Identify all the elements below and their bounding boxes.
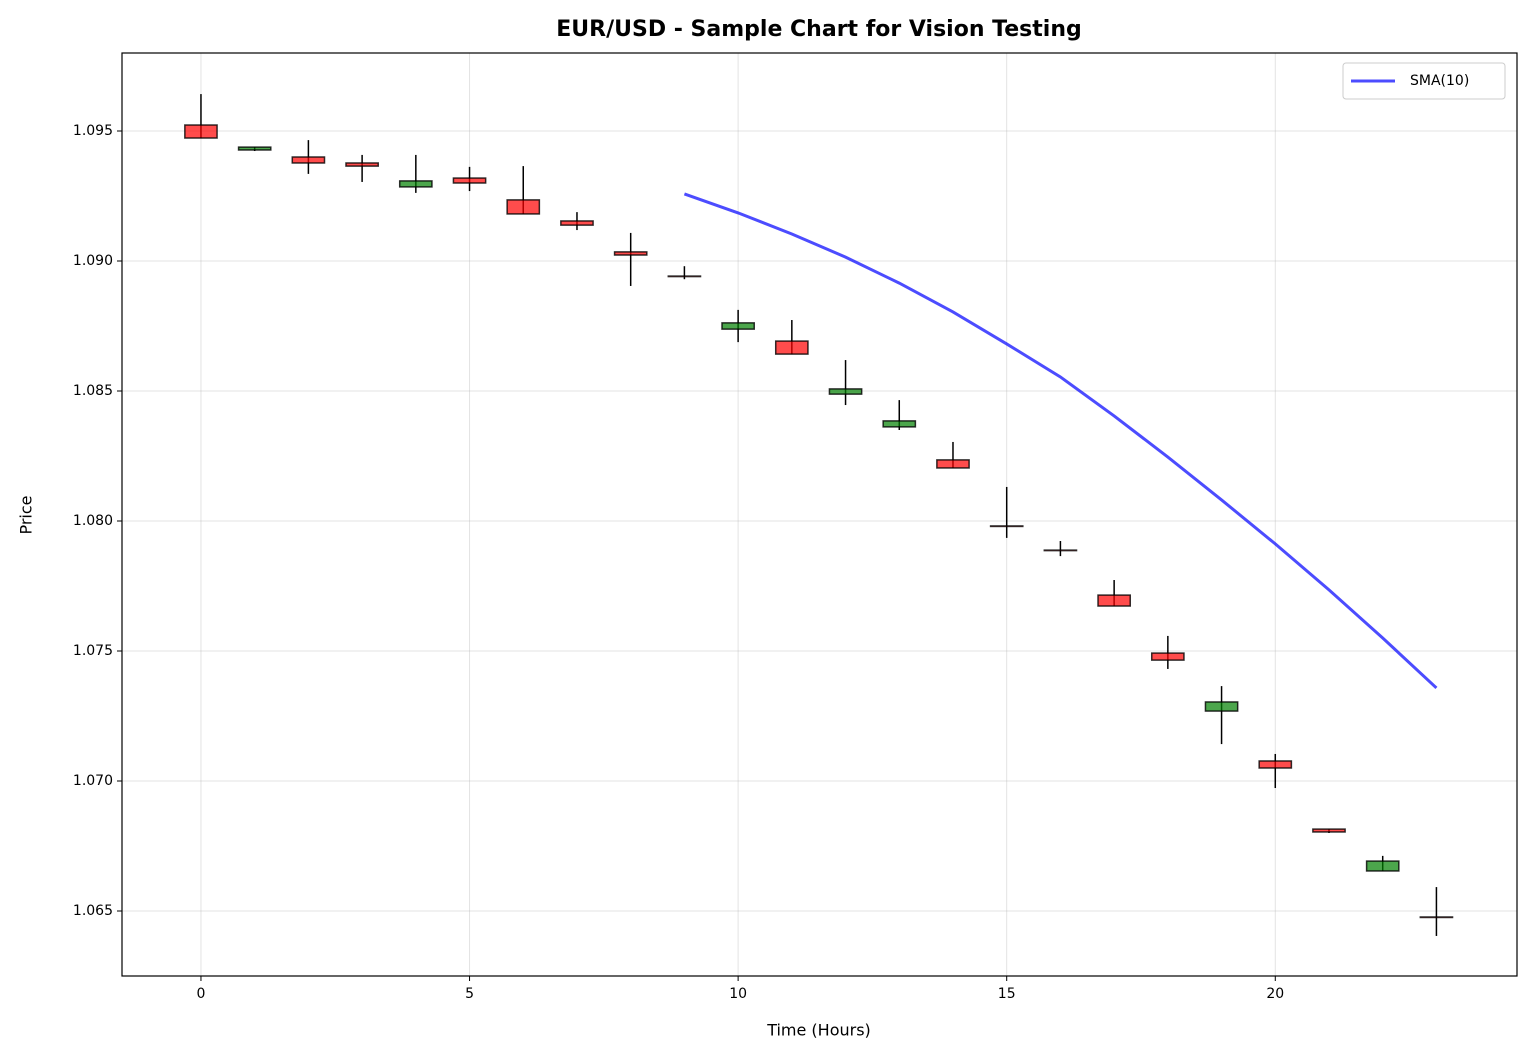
candle-body bbox=[345, 162, 379, 167]
candle-body bbox=[1204, 701, 1239, 712]
candle-body bbox=[613, 251, 648, 256]
x-tick-label: 15 bbox=[998, 986, 1016, 1002]
candle-body bbox=[1258, 760, 1293, 769]
x-tick-label: 5 bbox=[465, 986, 474, 1002]
candle-body bbox=[560, 220, 594, 226]
y-tick-label: 1.095 bbox=[73, 123, 113, 139]
y-tick-label: 1.090 bbox=[73, 253, 113, 269]
candle-body bbox=[237, 146, 272, 151]
chart-title: EUR/USD - Sample Chart for Vision Testin… bbox=[556, 17, 1081, 42]
plot-frame bbox=[121, 52, 1518, 977]
candle-body bbox=[452, 177, 487, 184]
candle-body bbox=[291, 156, 326, 164]
y-tick-label: 1.070 bbox=[73, 773, 113, 789]
candle-body bbox=[506, 199, 541, 215]
candle-body bbox=[667, 275, 702, 278]
y-axis-label: Price bbox=[17, 495, 36, 534]
candle-body bbox=[936, 459, 970, 469]
candle-body bbox=[1419, 916, 1454, 919]
candle-body bbox=[184, 124, 218, 139]
candle-body bbox=[1097, 594, 1131, 607]
candle-body bbox=[1150, 652, 1185, 661]
candle-body bbox=[398, 180, 433, 188]
legend-label: SMA(10) bbox=[1410, 73, 1469, 89]
y-tick-label: 1.065 bbox=[73, 903, 113, 919]
y-tick-label: 1.080 bbox=[73, 513, 113, 529]
x-axis-label: Time (Hours) bbox=[766, 1021, 871, 1040]
y-tick-label: 1.085 bbox=[73, 383, 113, 399]
candle-body bbox=[1365, 860, 1400, 872]
x-tick-label: 10 bbox=[729, 986, 747, 1002]
candle-body bbox=[1312, 828, 1346, 833]
x-tick-label: 20 bbox=[1266, 986, 1284, 1002]
candle-body bbox=[882, 420, 917, 428]
x-tick-label: 0 bbox=[197, 986, 206, 1002]
legend-box bbox=[1342, 62, 1506, 100]
candle-body bbox=[1043, 549, 1078, 552]
candle-body bbox=[828, 388, 863, 395]
candle-body bbox=[721, 322, 755, 330]
sma-line bbox=[683, 192, 1438, 690]
candle-body bbox=[774, 340, 809, 355]
candle-body bbox=[989, 525, 1024, 528]
y-tick-label: 1.075 bbox=[73, 643, 113, 659]
